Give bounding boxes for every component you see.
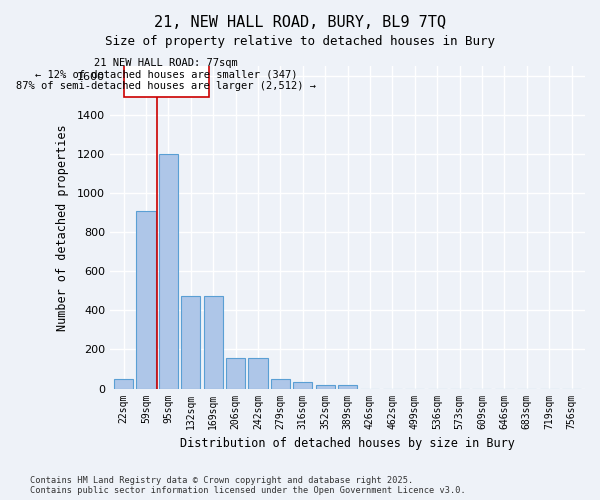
Bar — [226, 358, 245, 388]
Bar — [248, 358, 268, 388]
Bar — [159, 154, 178, 388]
Bar — [338, 384, 357, 388]
Bar — [181, 296, 200, 388]
Y-axis label: Number of detached properties: Number of detached properties — [56, 124, 69, 330]
Bar — [316, 384, 335, 388]
X-axis label: Distribution of detached houses by size in Bury: Distribution of detached houses by size … — [180, 437, 515, 450]
Bar — [136, 210, 155, 388]
Text: 21, NEW HALL ROAD, BURY, BL9 7TQ: 21, NEW HALL ROAD, BURY, BL9 7TQ — [154, 15, 446, 30]
Text: Size of property relative to detached houses in Bury: Size of property relative to detached ho… — [105, 35, 495, 48]
Bar — [271, 379, 290, 388]
Bar — [203, 296, 223, 388]
FancyBboxPatch shape — [124, 52, 209, 98]
Bar — [114, 379, 133, 388]
Bar — [293, 382, 313, 388]
Text: Contains HM Land Registry data © Crown copyright and database right 2025.
Contai: Contains HM Land Registry data © Crown c… — [30, 476, 466, 495]
Text: 21 NEW HALL ROAD: 77sqm
← 12% of detached houses are smaller (347)
87% of semi-d: 21 NEW HALL ROAD: 77sqm ← 12% of detache… — [16, 58, 316, 92]
